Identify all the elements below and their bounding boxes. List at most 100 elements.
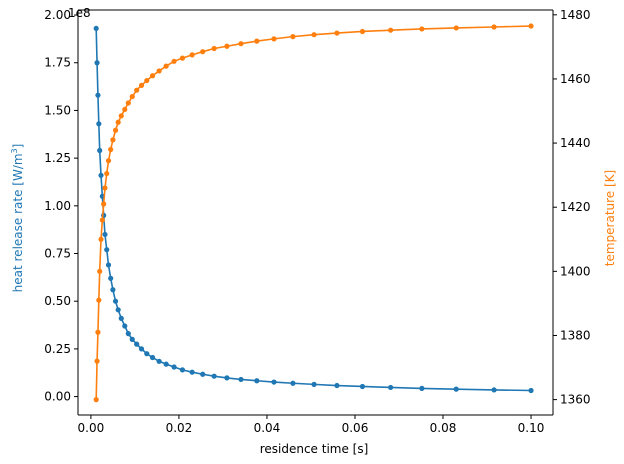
temperature-point [163, 63, 169, 69]
heat-release-point [144, 351, 150, 357]
heat-release-point [102, 231, 108, 238]
heat-release-point [211, 373, 217, 379]
heat-release-point [95, 92, 101, 98]
heat-release-point [419, 385, 425, 391]
temperature-point [491, 24, 497, 30]
heat-release-point [118, 315, 124, 321]
heat-release-point [290, 380, 296, 386]
axes-frame [77, 9, 554, 416]
heat-release-point [254, 378, 260, 384]
x-axis-ticks: 0.00 0.02 0.04 0.06 0.08 0.10 [78, 415, 545, 435]
left-axis-offset-text: 1e8 [68, 6, 91, 20]
heat-release-point [149, 354, 156, 361]
heat-release-point [453, 386, 459, 392]
heat-release-point [311, 381, 317, 387]
plot-background [78, 10, 553, 415]
temperature-point [104, 170, 110, 177]
temperature-point [110, 137, 116, 143]
heat-release-point [171, 364, 177, 370]
left-tick-label: 0.75 [44, 247, 71, 261]
right-axis-label: temperature [K] [603, 170, 617, 266]
heat-release-point [491, 387, 497, 393]
temperature-point [359, 28, 366, 35]
right-axis-ticks: 1360 1380 1400 1420 1440 1460 1480 [553, 8, 591, 407]
temperature-point [97, 268, 103, 274]
temperature-point [311, 32, 317, 38]
temperature-point [149, 73, 156, 79]
left-tick-label: 1.25 [44, 151, 71, 165]
left-tick-label: 0.00 [44, 390, 71, 404]
right-tick-label: 1400 [560, 264, 591, 278]
temperature-point [115, 119, 121, 125]
temperature-point [122, 106, 128, 113]
temperature-point [125, 100, 131, 106]
heat-release-point [125, 331, 131, 337]
temperature-point [93, 397, 99, 403]
left-axis-label: heat release rate [W/m3] [10, 144, 25, 293]
heat-release-point [388, 384, 394, 391]
temperature-point [528, 23, 534, 29]
temperature-point [156, 68, 162, 74]
x-axis-label: residence time [s] [260, 442, 369, 456]
temperature-point [211, 45, 217, 52]
heat-release-point [163, 361, 169, 367]
plot-area [78, 10, 553, 415]
heat-release-point [134, 341, 140, 347]
heat-release-point [94, 60, 100, 66]
heat-release-point [104, 247, 110, 253]
temperature-point [271, 36, 277, 42]
heat-release-point [112, 298, 119, 304]
heat-release-point [156, 358, 162, 364]
temperature-point [98, 236, 104, 242]
heat-release-point [122, 323, 128, 329]
temperature-point [171, 58, 177, 64]
temperature-point [144, 77, 150, 84]
temperature-point [453, 25, 459, 31]
heat-release-point [200, 371, 206, 377]
heat-release-point [97, 147, 103, 154]
temperature-point [334, 30, 340, 36]
heat-release-point [115, 307, 121, 313]
right-tick-label: 1360 [560, 393, 591, 407]
heat-release-point [110, 287, 116, 293]
temperature-point [224, 43, 230, 49]
heat-release-point [138, 346, 145, 352]
temperature-point [96, 297, 102, 303]
left-axis-ticks: 0.00 0.25 0.50 0.75 1.00 1.25 1.50 1.75 2.00 [44, 8, 78, 404]
x-tick-label: 0.10 [518, 421, 545, 435]
right-tick-label: 1460 [560, 72, 591, 86]
temperature-point [189, 52, 195, 58]
temperature-point [238, 41, 244, 47]
x-tick-label: 0.06 [342, 421, 369, 435]
left-axis-label-suffix: ] [11, 144, 25, 149]
x-tick-label: 0.00 [78, 421, 105, 435]
temperature-point [102, 185, 108, 191]
heat-release-series [93, 25, 534, 394]
temperature-point [134, 87, 140, 93]
temperature-point [388, 27, 394, 33]
heat-release-point [98, 172, 104, 178]
temperature-point [99, 217, 105, 223]
temperature-point [105, 158, 112, 164]
temperature-point [200, 49, 206, 55]
temperature-point [94, 358, 100, 364]
left-tick-label: 2.00 [44, 8, 71, 22]
temperature-point [138, 82, 145, 88]
left-axis-label-sup: 3 [10, 148, 19, 153]
right-tick-label: 1420 [560, 200, 591, 214]
right-tick-label: 1440 [560, 136, 591, 150]
left-tick-label: 0.50 [44, 294, 71, 308]
left-tick-label: 1.50 [44, 103, 71, 117]
left-axis-label-prefix: heat release rate [W/m [11, 153, 25, 292]
temperature-point [179, 55, 186, 61]
heat-release-point [528, 387, 534, 394]
temperature-point [290, 34, 296, 40]
temperature-point [101, 201, 107, 207]
heat-release-point [108, 275, 114, 281]
temperature-point [108, 146, 114, 153]
heat-release-point [334, 382, 340, 389]
temperature-point [112, 127, 119, 133]
temperature-point [419, 26, 425, 32]
heat-release-point [179, 367, 186, 373]
